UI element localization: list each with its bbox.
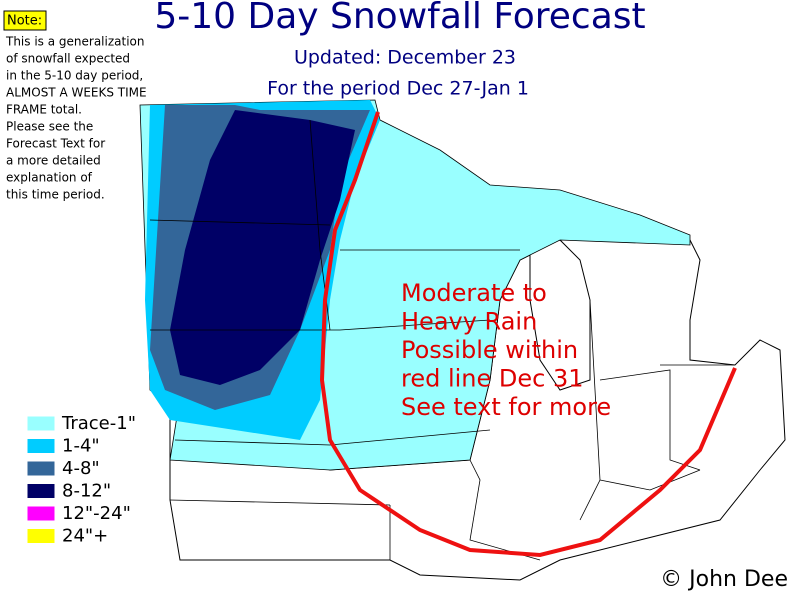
note-line: Please see the <box>6 120 93 134</box>
legend-label: 4-8" <box>62 458 100 479</box>
note-line: of snowfall expected <box>6 52 130 66</box>
note-line: explanation of <box>6 171 93 185</box>
note-line: FRAME total. <box>6 103 82 117</box>
legend-label: 12"-24" <box>62 503 131 524</box>
legend-swatch <box>26 438 56 454</box>
annotation-line: Heavy Rain <box>401 308 537 336</box>
annotation-line: See text for more <box>401 393 611 421</box>
subtitle: For the period Dec 27-Jan 1 <box>267 78 529 100</box>
note-line: this time period. <box>6 188 105 202</box>
note-line: ALMOST A WEEKS TIME <box>6 86 147 100</box>
legend-swatch <box>26 528 56 544</box>
state-lines <box>169 299 735 561</box>
legend-swatch <box>26 415 56 432</box>
note-line: Forecast Text for <box>6 137 105 151</box>
credit: © John Dee <box>660 567 788 592</box>
note-label: Note: <box>7 14 42 29</box>
title: 5-10 Day Snowfall Forecast <box>154 0 645 37</box>
annotation-line: red line Dec 31 <box>401 365 584 393</box>
annotation-line: Moderate to <box>401 279 547 307</box>
rain-boundary <box>319 111 737 558</box>
legend-swatch <box>26 460 56 477</box>
note-line: This is a generalization <box>5 35 145 49</box>
base-map <box>169 239 786 581</box>
note-box <box>3 10 47 31</box>
lake-michigan <box>529 239 591 391</box>
note-line: a more detailed <box>6 154 101 168</box>
legend-label: 8-12" <box>62 481 111 502</box>
subtitle: Updated: December 23 <box>294 47 516 69</box>
annotation-line: Possible within <box>401 336 578 364</box>
legend-swatch <box>26 505 56 522</box>
legend-label: 24"+ <box>62 526 108 547</box>
legend-label: 1-4" <box>62 436 100 457</box>
note-line: in the 5-10 day period, <box>6 69 143 83</box>
state-lines-north <box>149 119 520 446</box>
legend-swatch <box>26 483 56 499</box>
legend-label: Trace-1" <box>61 413 136 434</box>
zone-8-12 <box>170 110 355 385</box>
